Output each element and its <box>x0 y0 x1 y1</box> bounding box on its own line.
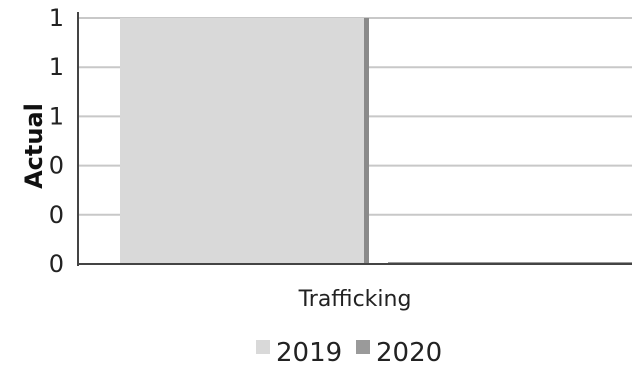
bar-2019 <box>120 18 366 264</box>
legend-swatch-2019 <box>256 340 270 354</box>
y-tick-label: 1 <box>49 102 64 130</box>
category-labels: Trafficking <box>298 287 412 312</box>
legend-swatch-2020 <box>356 340 370 354</box>
x-category-label: Trafficking <box>298 287 412 312</box>
y-tick-label: 1 <box>49 4 64 32</box>
y-tick-label: 0 <box>49 250 64 278</box>
bar-edge-2019 <box>364 18 369 264</box>
bars <box>120 18 632 264</box>
y-tick-label: 1 <box>49 53 64 81</box>
legend-label-2020: 2020 <box>376 338 442 364</box>
y-tick-label: 0 <box>49 201 64 229</box>
axes <box>77 12 632 266</box>
y-tick-label: 0 <box>49 152 64 180</box>
y-tick-labels: 0 0 0 1 1 1 <box>49 4 64 278</box>
legend-label-2019: 2019 <box>276 338 342 364</box>
legend: 2019 2020 <box>256 338 442 368</box>
y-axis-title: Actual <box>20 103 48 189</box>
